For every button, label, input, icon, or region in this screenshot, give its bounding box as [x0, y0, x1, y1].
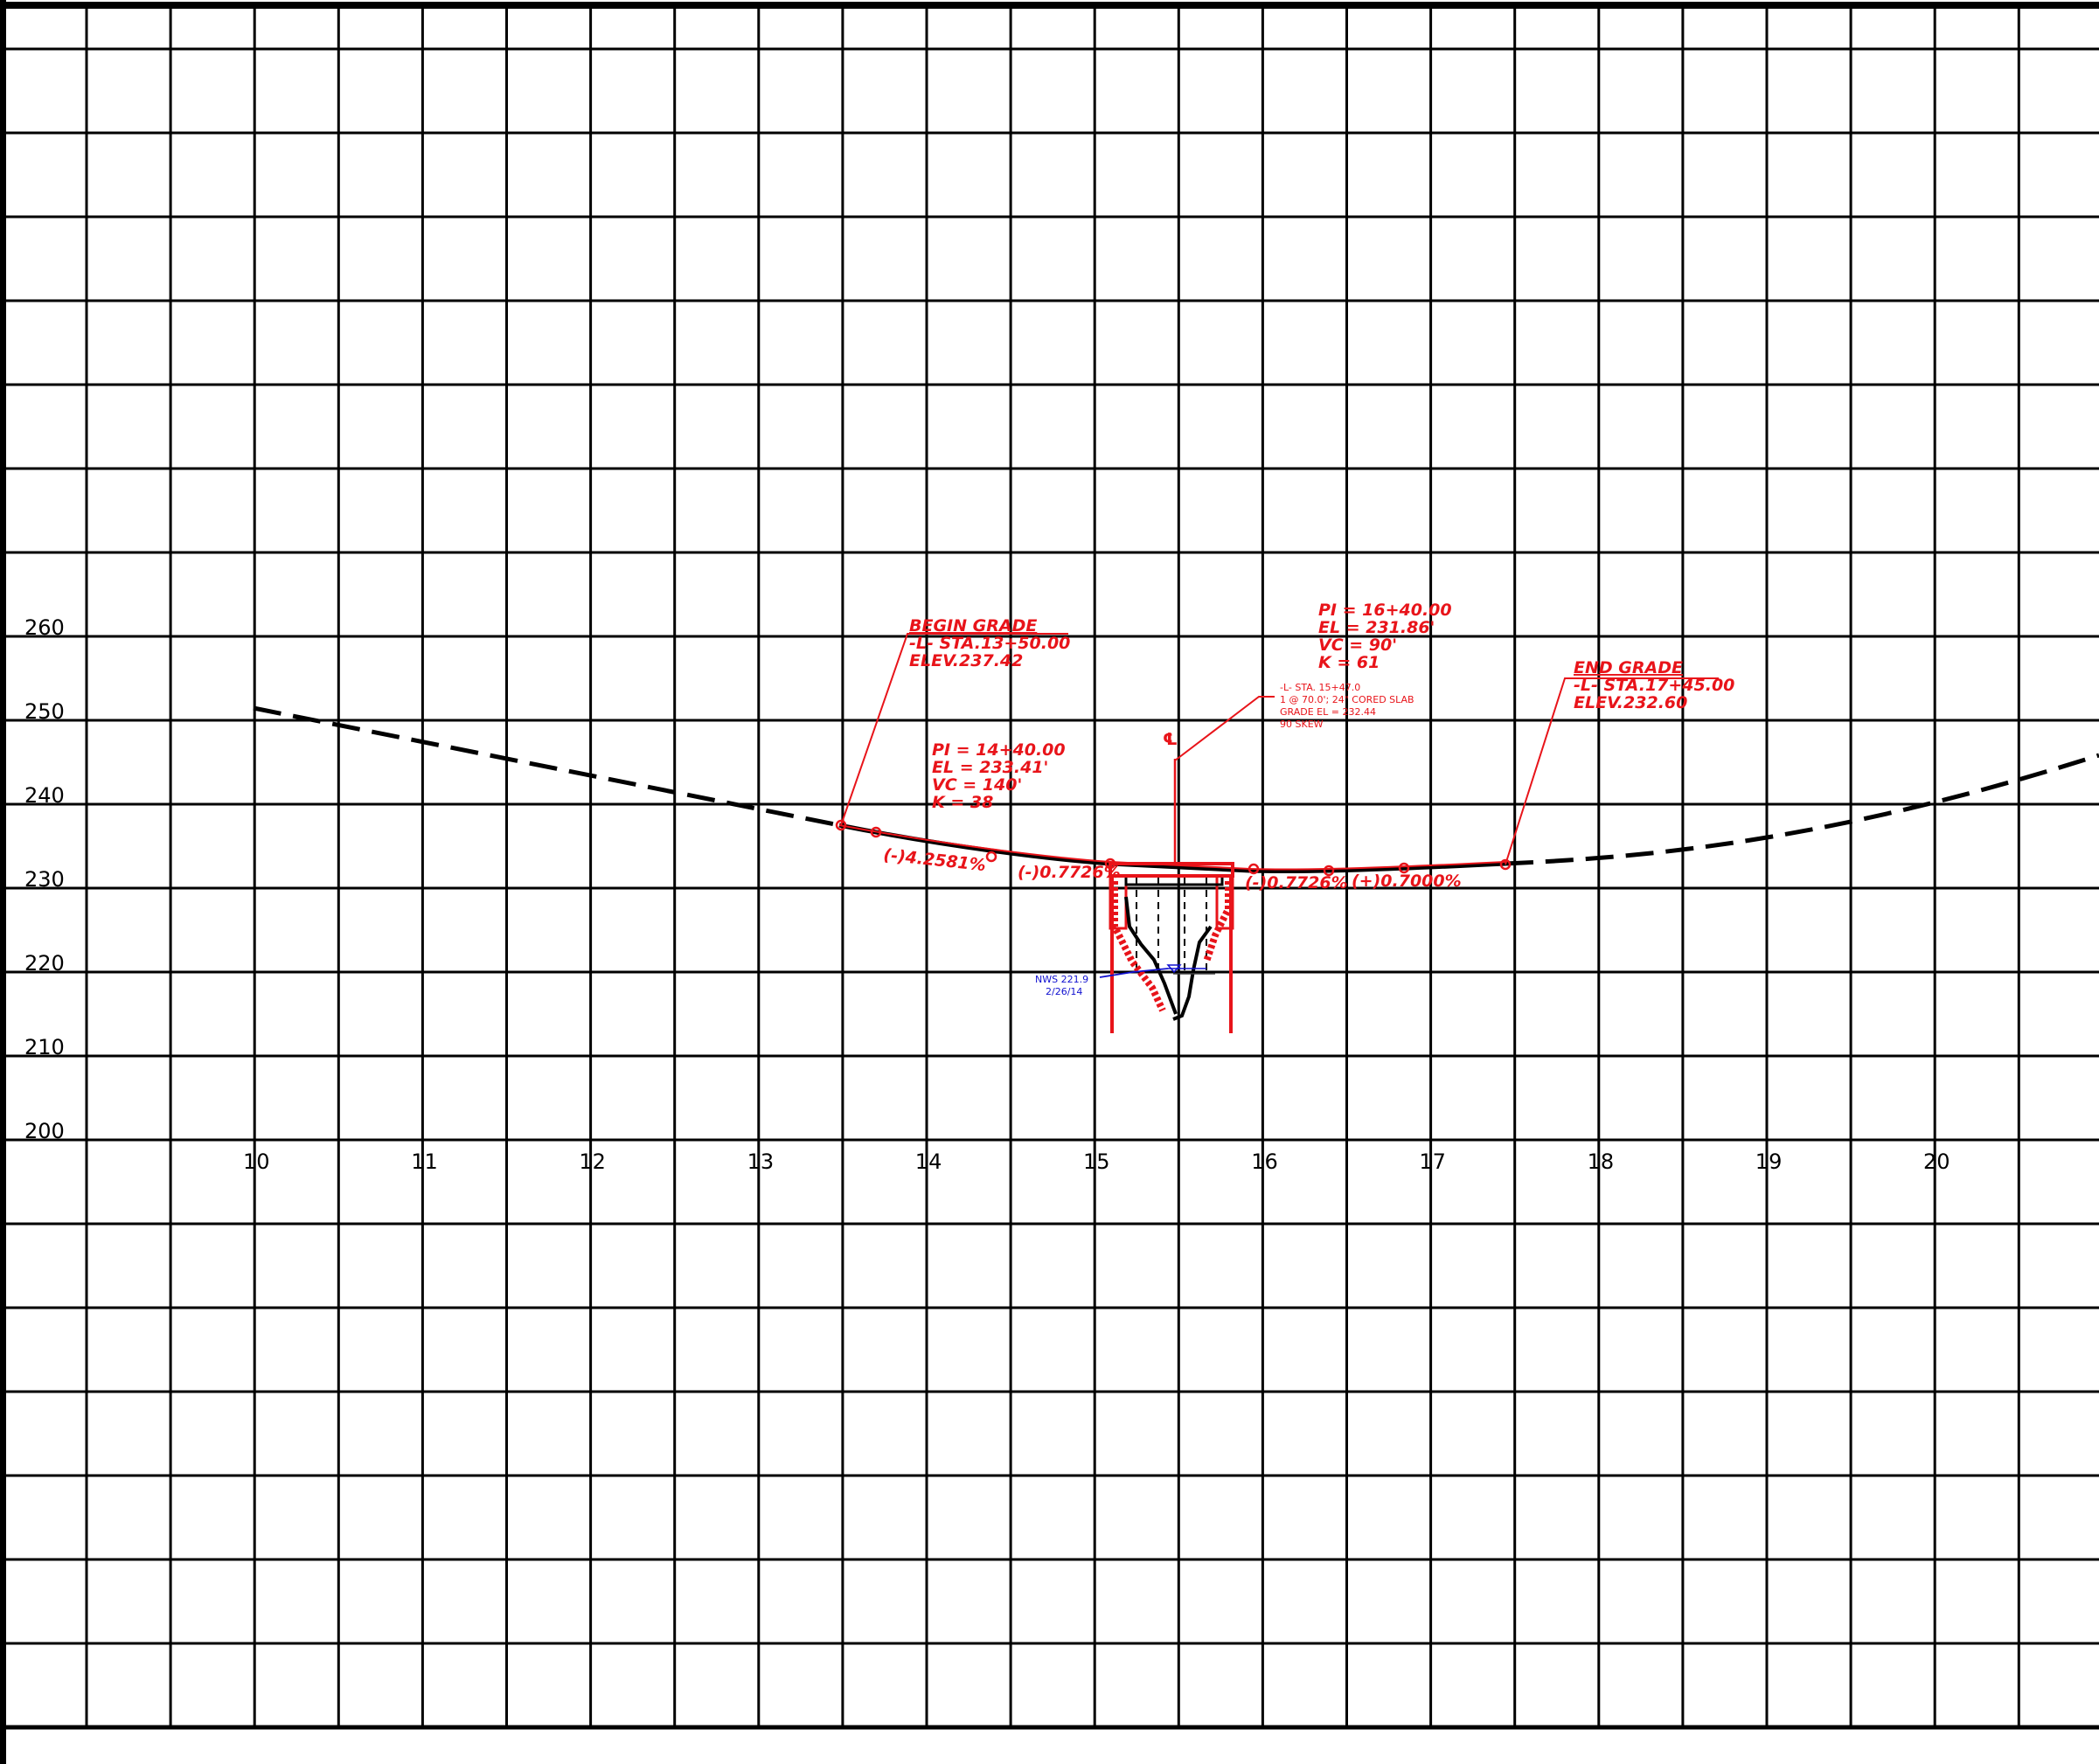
bvc-2-marker	[1248, 863, 1260, 875]
existing-ground-profile	[253, 705, 2099, 866]
elevation-label: 250	[24, 699, 65, 724]
bridge-centerline: ℄	[1163, 696, 1275, 864]
pi-2-vc: VC = 90'	[1318, 635, 1397, 655]
end-grade-station: -L- STA.17+45.00	[1574, 676, 1734, 695]
end-grade-title: END GRADE	[1574, 658, 1683, 677]
elevation-label: 260	[24, 615, 65, 640]
bvc-1-marker	[835, 819, 847, 831]
end-grade-callout: END GRADE -L- STA.17+45.00 ELEV.232.60	[1505, 658, 1734, 865]
pi-2-k: K = 61	[1318, 653, 1380, 672]
begin-grade-callout: BEGIN GRADE -L- STA.13+50.00 ELEV.237.42	[840, 616, 1070, 826]
pvi-2-marker	[1323, 865, 1335, 877]
elevation-label: 220	[24, 951, 65, 976]
pi-1-elevation: EL = 233.41'	[932, 758, 1048, 777]
station-label: 12	[579, 1149, 606, 1174]
evc-2-marker	[1398, 862, 1410, 874]
station-label: 16	[1251, 1149, 1278, 1174]
grade-label-3: (-)0.7726%	[1245, 873, 1348, 892]
grade-labels: (-)4.2581% (-)0.7726% (-)0.7726% (+)0.70…	[882, 845, 1461, 892]
begin-grade-elevation: ELEV.237.42	[909, 651, 1023, 670]
station-label: 18	[1588, 1149, 1615, 1174]
elevation-label: 210	[24, 1035, 65, 1059]
station-label: 14	[915, 1149, 942, 1174]
nws-date: 2/26/14	[1046, 986, 1082, 997]
existing-ground-left	[253, 705, 840, 828]
existing-ground-right	[1505, 753, 2099, 866]
station-labels: 10 11 12 13 14 15 16 17 18 19 20	[243, 1149, 1950, 1174]
station-label: 17	[1419, 1149, 1446, 1174]
station-label: 10	[243, 1149, 270, 1174]
begin-grade-title: BEGIN GRADE	[909, 616, 1037, 635]
begin-grade-station: -L- STA.13+50.00	[909, 634, 1070, 653]
station-label: 15	[1083, 1149, 1110, 1174]
end-grade-marker	[1499, 858, 1512, 871]
pi-1-k: K = 38	[932, 793, 993, 812]
elevation-label: 200	[24, 1119, 65, 1143]
structure-note: -L- STA. 15+47.0 1 @ 70.0'; 24" CORED SL…	[1280, 682, 1414, 730]
end-grade-elevation: ELEV.232.60	[1574, 693, 1687, 712]
elevation-label: 230	[24, 867, 65, 892]
bridge-deck	[1109, 862, 1234, 878]
profile-grid	[0, 5, 2099, 1727]
channel-bed	[1124, 896, 1213, 1021]
structure-note-skew: 90 SKEW	[1280, 719, 1324, 730]
elevation-label: 240	[24, 783, 65, 808]
pvc-marker	[870, 826, 882, 838]
pi-2-callout: PI = 16+40.00 EL = 231.86' VC = 90' K = …	[1318, 601, 1452, 672]
rip-rap-right	[1203, 881, 1232, 963]
nws-label: NWS 221.9	[1035, 974, 1088, 985]
pi-1-station: PI = 14+40.00	[932, 740, 1066, 760]
pi-2-station: PI = 16+40.00	[1318, 601, 1452, 620]
elevation-labels: 260 250 240 230 220 210 200	[24, 615, 65, 1143]
pi-1-vc: VC = 140'	[932, 775, 1022, 795]
pi-1-callout: PI = 14+40.00 EL = 233.41' VC = 140' K =…	[932, 740, 1066, 812]
station-label: 13	[747, 1149, 775, 1174]
bridge-structure	[1109, 862, 1234, 1033]
structure-note-station: -L- STA. 15+47.0	[1280, 682, 1360, 693]
grade-label-4: (+)0.7000%	[1352, 872, 1462, 891]
structure-note-grade-el: GRADE EL = 232.44	[1280, 706, 1376, 718]
centerline-symbol: ℄	[1163, 730, 1178, 749]
normal-water-surface: NWS 221.9 2/26/14	[1035, 964, 1206, 997]
structure-note-slab: 1 @ 70.0'; 24" CORED SLAB	[1280, 694, 1414, 705]
station-label: 20	[1923, 1149, 1950, 1174]
pi-2-elevation: EL = 231.86'	[1318, 618, 1435, 637]
station-label: 19	[1755, 1149, 1783, 1174]
rip-rap-left	[1111, 881, 1166, 1012]
station-label: 11	[411, 1149, 438, 1174]
grade-label-2: (-)0.7726%	[1018, 863, 1121, 882]
